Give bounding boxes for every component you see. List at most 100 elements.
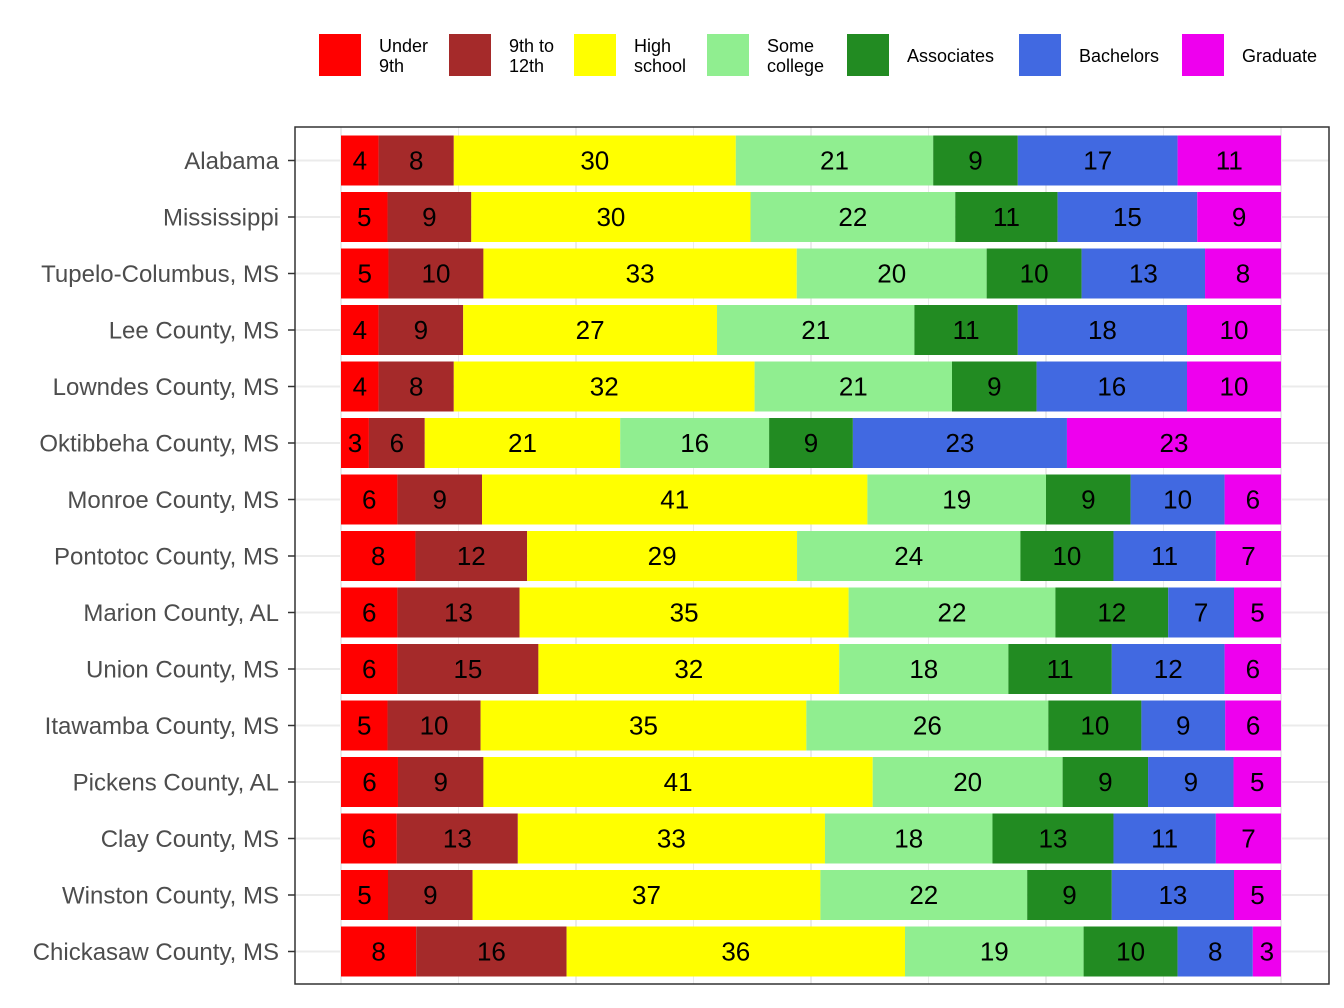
bar-segment-itawamba-county-ms-graduate bbox=[1225, 700, 1281, 751]
bar-segment-monroe-county-ms-under-9th bbox=[341, 474, 398, 525]
data-label: 9 bbox=[422, 202, 436, 232]
data-label: 22 bbox=[909, 880, 938, 910]
data-label: 9 bbox=[432, 485, 446, 515]
bar-segment-chickasaw-county-ms-associates bbox=[1083, 926, 1178, 977]
bar-segment-pickens-county-al-graduate bbox=[1233, 757, 1281, 807]
legend-item-some-college: Some college bbox=[707, 34, 824, 76]
data-label: 9 bbox=[1184, 767, 1198, 797]
bar-segment-itawamba-county-ms-9th-to-12th bbox=[387, 700, 481, 751]
bar-segment-tupelo-columbus-ms-bachelors bbox=[1081, 248, 1206, 299]
bar-segment-lowndes-county-ms-under-9th bbox=[341, 361, 379, 412]
data-label: 21 bbox=[839, 372, 868, 402]
data-label: 18 bbox=[1088, 315, 1117, 345]
bar-segment-monroe-county-ms-high-school bbox=[482, 474, 868, 525]
bar-segment-oktibbeha-county-ms-under-9th bbox=[341, 418, 369, 468]
bar-segment-tupelo-columbus-ms-9th-to-12th bbox=[388, 248, 484, 299]
data-label: 20 bbox=[877, 259, 906, 289]
bar-segment-lee-county-ms-some-college bbox=[717, 305, 915, 355]
data-label: 35 bbox=[670, 598, 699, 628]
data-label: 32 bbox=[674, 654, 703, 684]
category-label: Union County, MS bbox=[86, 657, 279, 684]
bar-segment-mississippi-under-9th bbox=[341, 192, 388, 242]
data-label: 11 bbox=[993, 202, 1020, 232]
bar-segment-winston-county-ms-high-school bbox=[472, 870, 821, 920]
data-label: 18 bbox=[909, 654, 938, 684]
legend-key bbox=[707, 34, 749, 76]
data-label: 9 bbox=[423, 880, 437, 910]
legend-item-under-9th: Under 9th bbox=[319, 34, 428, 76]
bar-segment-marion-county-al-bachelors bbox=[1168, 587, 1234, 638]
bar-segment-winston-county-ms-bachelors bbox=[1111, 870, 1234, 920]
data-label: 5 bbox=[357, 711, 371, 741]
data-label: 9 bbox=[414, 315, 428, 345]
data-label: 37 bbox=[632, 880, 661, 910]
data-label: 41 bbox=[664, 767, 693, 797]
data-label: 8 bbox=[1208, 937, 1222, 967]
bar-segment-itawamba-county-ms-bachelors bbox=[1141, 700, 1226, 751]
category-label: Itawamba County, MS bbox=[45, 713, 279, 740]
data-label: 20 bbox=[953, 767, 982, 797]
data-label: 32 bbox=[590, 372, 619, 402]
bar-segment-clay-county-ms-under-9th bbox=[341, 813, 397, 864]
bars bbox=[341, 135, 1281, 977]
data-label: 13 bbox=[1129, 259, 1158, 289]
category-label: Alabama bbox=[184, 148, 279, 175]
bar-segment-winston-county-ms-some-college bbox=[820, 870, 1028, 920]
data-label: 9 bbox=[433, 767, 447, 797]
data-label: 15 bbox=[1113, 202, 1142, 232]
legend-label: Associates bbox=[907, 46, 994, 66]
data-label: 11 bbox=[1047, 654, 1074, 684]
bar-segment-pickens-county-al-bachelors bbox=[1148, 757, 1234, 807]
data-label: 5 bbox=[357, 202, 371, 232]
bar-segment-alabama-bachelors bbox=[1017, 135, 1178, 186]
bar-segment-winston-county-ms-9th-to-12th bbox=[388, 870, 473, 920]
data-label: 21 bbox=[801, 315, 830, 345]
data-label: 30 bbox=[580, 146, 609, 176]
legend-key bbox=[574, 34, 616, 76]
data-label: 9 bbox=[1098, 767, 1112, 797]
data-label: 33 bbox=[626, 259, 655, 289]
bar-segment-lowndes-county-ms-graduate bbox=[1187, 361, 1281, 412]
bar-segment-pickens-county-al-9th-to-12th bbox=[397, 757, 484, 807]
data-label: 6 bbox=[362, 598, 376, 628]
data-label: 8 bbox=[371, 541, 385, 571]
bar-segment-monroe-county-ms-graduate bbox=[1224, 474, 1281, 525]
category-label: Lee County, MS bbox=[109, 318, 279, 345]
bar-segment-marion-county-al-under-9th bbox=[341, 587, 398, 638]
data-label: 9 bbox=[1062, 880, 1076, 910]
bar-segment-winston-county-ms-associates bbox=[1027, 870, 1112, 920]
bar-segment-mississippi-associates bbox=[955, 192, 1058, 242]
data-label: 7 bbox=[1241, 824, 1255, 854]
bar-segment-alabama-under-9th bbox=[341, 135, 379, 186]
bar-segment-pontotoc-county-ms-associates bbox=[1020, 531, 1114, 581]
bar-segment-monroe-county-ms-9th-to-12th bbox=[397, 474, 482, 525]
bar-segment-union-county-ms-associates bbox=[1008, 644, 1112, 694]
bar-segment-alabama-9th-to-12th bbox=[378, 135, 454, 186]
data-label: 23 bbox=[945, 428, 974, 458]
legend-label: 9th to 12th bbox=[509, 36, 554, 76]
data-label: 35 bbox=[629, 711, 658, 741]
data-label: 17 bbox=[1083, 146, 1112, 176]
bar-segment-mississippi-graduate bbox=[1197, 192, 1281, 242]
bar-segment-lee-county-ms-high-school bbox=[463, 305, 717, 355]
data-label: 6 bbox=[1246, 654, 1260, 684]
bar-segment-marion-county-al-graduate bbox=[1234, 587, 1281, 638]
bar-segment-lee-county-ms-9th-to-12th bbox=[378, 305, 464, 355]
bar-segment-pickens-county-al-associates bbox=[1062, 757, 1149, 807]
bar-segment-itawamba-county-ms-some-college bbox=[806, 700, 1049, 751]
bar-segment-lee-county-ms-under-9th bbox=[341, 305, 379, 355]
bar-segment-monroe-county-ms-associates bbox=[1046, 474, 1131, 525]
category-label: Clay County, MS bbox=[101, 826, 279, 853]
data-label: 6 bbox=[362, 654, 376, 684]
bar-segment-alabama-graduate bbox=[1177, 135, 1281, 186]
data-label: 8 bbox=[371, 937, 385, 967]
data-label: 24 bbox=[894, 541, 923, 571]
bar-segment-pontotoc-county-ms-high-school bbox=[527, 531, 798, 581]
bar-segment-itawamba-county-ms-associates bbox=[1048, 700, 1142, 751]
data-label: 9 bbox=[1232, 202, 1246, 232]
legend-key bbox=[1019, 34, 1061, 76]
legend-key bbox=[319, 34, 361, 76]
legend-label: Bachelors bbox=[1079, 46, 1159, 66]
data-label: 13 bbox=[443, 824, 472, 854]
